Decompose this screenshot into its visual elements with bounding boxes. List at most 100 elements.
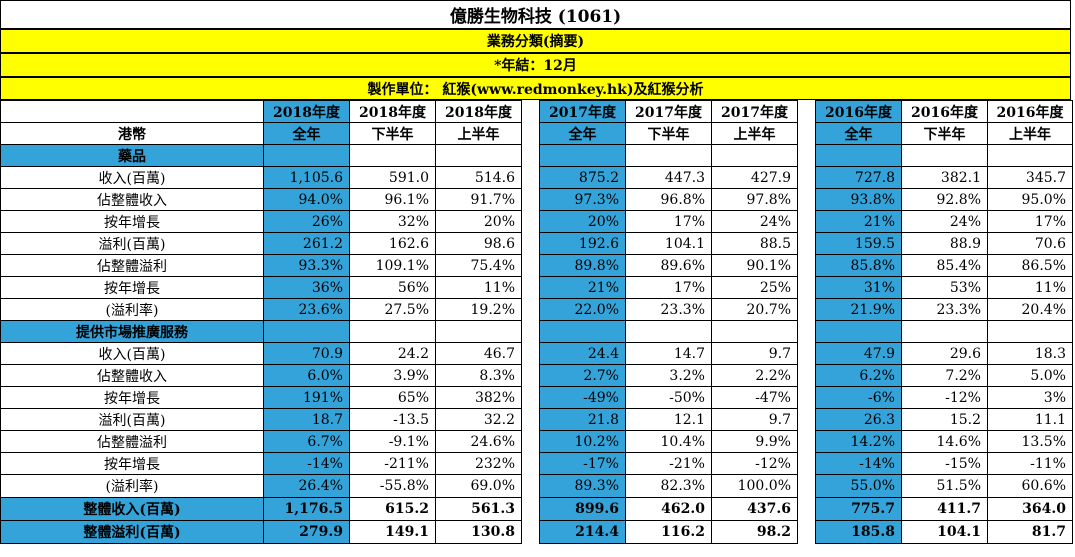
column-gap	[521, 122, 540, 145]
table-cell	[263, 320, 350, 343]
table-cell: 85.8%	[815, 254, 902, 277]
row-label: 佔整體收入	[0, 188, 264, 211]
table-cell: 26.4%	[263, 474, 350, 498]
column-gap	[797, 497, 816, 521]
table-cell: -12%	[901, 386, 988, 409]
column-gap	[797, 210, 816, 233]
header-period: 全年	[815, 122, 902, 145]
table-cell: 24.2	[349, 342, 436, 365]
table-cell: 899.6	[539, 497, 626, 521]
header-year: 2016年度	[901, 100, 988, 123]
table-cell	[901, 320, 988, 343]
header-period: 上半年	[987, 122, 1073, 145]
table-cell: 17%	[625, 210, 712, 233]
table-row: 整體收入(百萬) 1,176.5 615.2 561.3 899.6 462.0 437.6…	[0, 497, 1073, 521]
table-cell: 104.1	[625, 232, 712, 255]
table-cell: 14.7	[625, 342, 712, 365]
table-cell: -55.8%	[349, 474, 436, 498]
table-cell	[987, 320, 1073, 343]
column-gap	[797, 452, 816, 475]
table-cell: 69.0%	[435, 474, 522, 498]
table-cell: 18.7	[263, 408, 350, 431]
table-cell: 70.6	[987, 232, 1073, 255]
table-cell: -211%	[349, 452, 436, 475]
table-cell: -14%	[815, 452, 902, 475]
column-gap	[521, 100, 540, 123]
section-label: 提供市場推廣服務	[0, 320, 264, 343]
header-period: 上半年	[711, 122, 798, 145]
header-period: 全年	[263, 122, 350, 145]
row-label: 佔整體收入	[0, 364, 264, 387]
table-cell: 26.3	[815, 408, 902, 431]
table-cell	[263, 144, 350, 167]
table-cell: 8.3%	[435, 364, 522, 387]
table-cell: 9.9%	[711, 430, 798, 453]
table-cell: 191%	[263, 386, 350, 409]
column-gap	[521, 342, 540, 365]
table-row: 佔整體溢利 93.3% 109.1% 75.4% 89.8% 89.6% 90.1% 85.8…	[0, 254, 1073, 277]
table-cell: 10.4%	[625, 430, 712, 453]
table-cell: 32%	[349, 210, 436, 233]
table-cell: 96.8%	[625, 188, 712, 211]
column-gap	[521, 474, 540, 498]
total-label: 整體收入(百萬)	[0, 497, 264, 521]
column-gap	[521, 144, 540, 167]
column-gap	[797, 144, 816, 167]
table-cell: 1,105.6	[263, 166, 350, 189]
table-cell: 23.3%	[901, 298, 988, 321]
table-cell	[539, 320, 626, 343]
column-gap	[521, 276, 540, 299]
table-cell: 85.4%	[901, 254, 988, 277]
column-gap	[797, 166, 816, 189]
table-cell: 19.2%	[435, 298, 522, 321]
column-gap	[797, 364, 816, 387]
column-gap	[797, 188, 816, 211]
banner-producer: 製作單位： 紅猴(www.redmonkey.hk)及紅猴分析	[0, 77, 1071, 100]
table-cell: 47.9	[815, 342, 902, 365]
column-gap	[521, 430, 540, 453]
table-cell: 98.6	[435, 232, 522, 255]
table-cell: 6.2%	[815, 364, 902, 387]
table-row: 整體溢利(百萬) 279.9 149.1 130.8 214.4 116.2 98.2 185…	[0, 520, 1073, 544]
table-cell: 14.2%	[815, 430, 902, 453]
table-cell: 17%	[987, 210, 1073, 233]
table-cell: -47%	[711, 386, 798, 409]
header-year: 2016年度	[987, 100, 1073, 123]
table-cell: -9.1%	[349, 430, 436, 453]
table-cell: 2.7%	[539, 364, 626, 387]
table-cell: 25%	[711, 276, 798, 299]
table-cell: 55.0%	[815, 474, 902, 498]
column-gap	[797, 298, 816, 321]
table-cell: 93.3%	[263, 254, 350, 277]
table-cell: 7.2%	[901, 364, 988, 387]
table-cell: 51.5%	[901, 474, 988, 498]
header-year: 2018年度	[349, 100, 436, 123]
table-cell: 561.3	[435, 497, 522, 521]
table-cell: 23.3%	[625, 298, 712, 321]
table-row: 收入(百萬) 70.9 24.2 46.7 24.4 14.7 9.7 47.9 29.6 18.…	[0, 342, 1073, 365]
table-cell: 82.3%	[625, 474, 712, 498]
table-cell: 93.8%	[815, 188, 902, 211]
table-row: 港幣 全年 下半年 上半年 全年 下半年 上半年 全年 下半年 上半年	[0, 122, 1073, 145]
table-cell: 32.2	[435, 408, 522, 431]
table-cell: 26%	[263, 210, 350, 233]
table-cell: -14%	[263, 452, 350, 475]
table-row: 按年增長 -14% -211% 232% -17% -21% -12% -14% -15% -11…	[0, 452, 1073, 475]
table-cell: 727.8	[815, 166, 902, 189]
table-row: 2018年度 2018年度 2018年度 2017年度 2017年度 2017年度 2016…	[0, 100, 1073, 123]
table-cell: 11%	[435, 276, 522, 299]
table-cell: 95.0%	[987, 188, 1073, 211]
column-gap	[521, 254, 540, 277]
table-cell: 162.6	[349, 232, 436, 255]
table-cell: -11%	[987, 452, 1073, 475]
column-gap	[521, 188, 540, 211]
column-gap	[521, 232, 540, 255]
table-cell: 24.6%	[435, 430, 522, 453]
row-label: 按年增長	[0, 452, 264, 475]
row-label: 佔整體溢利	[0, 254, 264, 277]
column-gap	[521, 364, 540, 387]
table-cell: 70.9	[263, 342, 350, 365]
table-cell: 22.0%	[539, 298, 626, 321]
column-gap	[797, 276, 816, 299]
table-row: 提供市場推廣服務	[0, 320, 1073, 343]
